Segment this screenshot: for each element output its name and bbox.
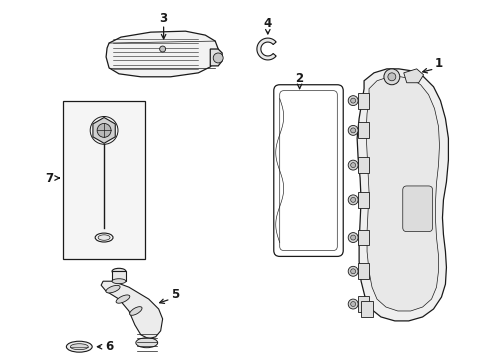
Polygon shape — [357, 192, 368, 208]
Ellipse shape — [70, 344, 88, 350]
Ellipse shape — [112, 279, 126, 284]
Circle shape — [350, 269, 355, 274]
Circle shape — [387, 73, 395, 81]
Polygon shape — [356, 69, 447, 321]
Polygon shape — [256, 38, 276, 60]
Text: 5: 5 — [171, 288, 179, 301]
Polygon shape — [106, 31, 218, 77]
Polygon shape — [357, 296, 368, 312]
Polygon shape — [366, 77, 439, 311]
Circle shape — [350, 128, 355, 133]
Circle shape — [347, 233, 357, 243]
Polygon shape — [357, 230, 368, 246]
Polygon shape — [357, 122, 368, 138]
Circle shape — [347, 266, 357, 276]
Polygon shape — [357, 93, 368, 109]
Circle shape — [350, 98, 355, 103]
Bar — [63, 100, 144, 260]
Polygon shape — [357, 157, 368, 173]
Text: 3: 3 — [159, 12, 167, 25]
Circle shape — [383, 69, 399, 85]
Circle shape — [347, 96, 357, 105]
Circle shape — [347, 195, 357, 205]
Circle shape — [160, 46, 165, 52]
Circle shape — [350, 302, 355, 306]
Ellipse shape — [129, 307, 142, 315]
FancyBboxPatch shape — [402, 186, 432, 231]
Polygon shape — [360, 301, 372, 317]
Text: 6: 6 — [105, 340, 113, 353]
Text: 7: 7 — [45, 171, 54, 185]
Polygon shape — [210, 49, 222, 66]
Ellipse shape — [112, 268, 126, 274]
Polygon shape — [357, 264, 368, 279]
Ellipse shape — [66, 341, 92, 352]
Circle shape — [350, 197, 355, 202]
Circle shape — [350, 163, 355, 168]
Circle shape — [350, 235, 355, 240]
Polygon shape — [403, 69, 423, 83]
Circle shape — [347, 299, 357, 309]
Circle shape — [213, 53, 223, 63]
Polygon shape — [93, 117, 115, 143]
Ellipse shape — [116, 295, 129, 303]
Ellipse shape — [98, 235, 110, 240]
Text: 2: 2 — [295, 72, 303, 85]
Text: 1: 1 — [433, 57, 442, 71]
Ellipse shape — [106, 285, 120, 293]
Ellipse shape — [136, 338, 157, 348]
Bar — [112, 271, 126, 281]
Circle shape — [347, 125, 357, 135]
Polygon shape — [101, 281, 163, 339]
Text: 4: 4 — [263, 17, 271, 30]
Circle shape — [97, 123, 111, 137]
Circle shape — [347, 160, 357, 170]
